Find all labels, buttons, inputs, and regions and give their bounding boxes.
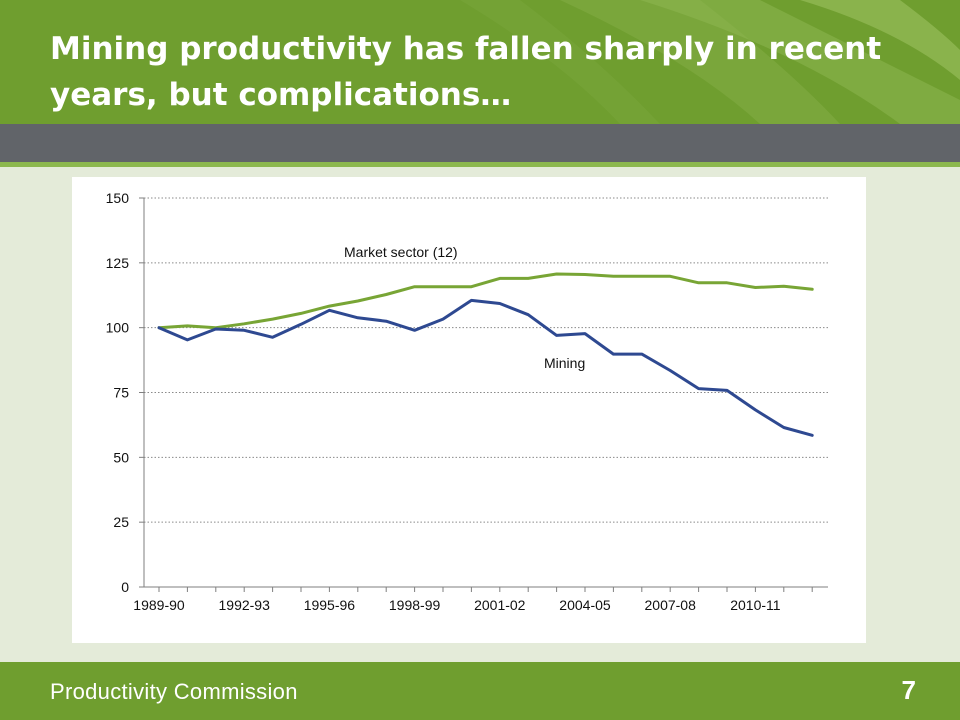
- series-label-market-sector: Market sector (12): [344, 244, 458, 260]
- y-tick-label: 125: [106, 255, 130, 271]
- x-tick-label: 2007-08: [645, 597, 697, 613]
- x-tick-label: 2001-02: [474, 597, 526, 613]
- y-tick-label: 25: [113, 514, 129, 530]
- x-tick-label: 1992-93: [219, 597, 271, 613]
- series-label-mining: Mining: [544, 355, 585, 371]
- series-line-mining: [157, 298, 814, 437]
- axes: 0 25 50 75 100 125 150 1989-90 1992-93 1995-96 199…: [106, 190, 828, 613]
- decorative-leaf-graphic: [460, 0, 960, 124]
- y-tick-label: 75: [113, 385, 129, 401]
- x-tick-label: 1995-96: [304, 597, 356, 613]
- x-tick-label: 1998-99: [389, 597, 441, 613]
- series-lines: [157, 272, 814, 437]
- grid-lines: [144, 197, 828, 523]
- y-tick-label: 50: [113, 449, 129, 465]
- header-divider-rule: [0, 162, 960, 167]
- y-tick-label: 0: [121, 579, 129, 595]
- page-number: 7: [901, 675, 916, 705]
- series-line-market-sector: [157, 272, 814, 330]
- y-tick-label: 100: [106, 320, 130, 336]
- chart-panel: 0 25 50 75 100 125 150 1989-90 1992-93 1995-96 199…: [72, 177, 866, 643]
- x-tick-label: 1989-90: [133, 597, 185, 613]
- title-bar: Mining productivity has fallen sharply i…: [0, 0, 960, 124]
- x-tick-label: 2010-11: [730, 597, 781, 613]
- x-tick-label: 2004-05: [559, 597, 611, 613]
- line-chart: 0 25 50 75 100 125 150 1989-90 1992-93 1995-96 199…: [106, 190, 828, 613]
- footer-bar: Productivity Commission 7: [0, 662, 960, 720]
- slide-title: Mining productivity has fallen sharply i…: [50, 31, 882, 113]
- series-labels: Market sector (12) Mining: [344, 244, 585, 371]
- y-tick-label: 150: [106, 190, 130, 206]
- organization-name: Productivity Commission: [50, 679, 298, 704]
- header-divider-band: [0, 124, 960, 162]
